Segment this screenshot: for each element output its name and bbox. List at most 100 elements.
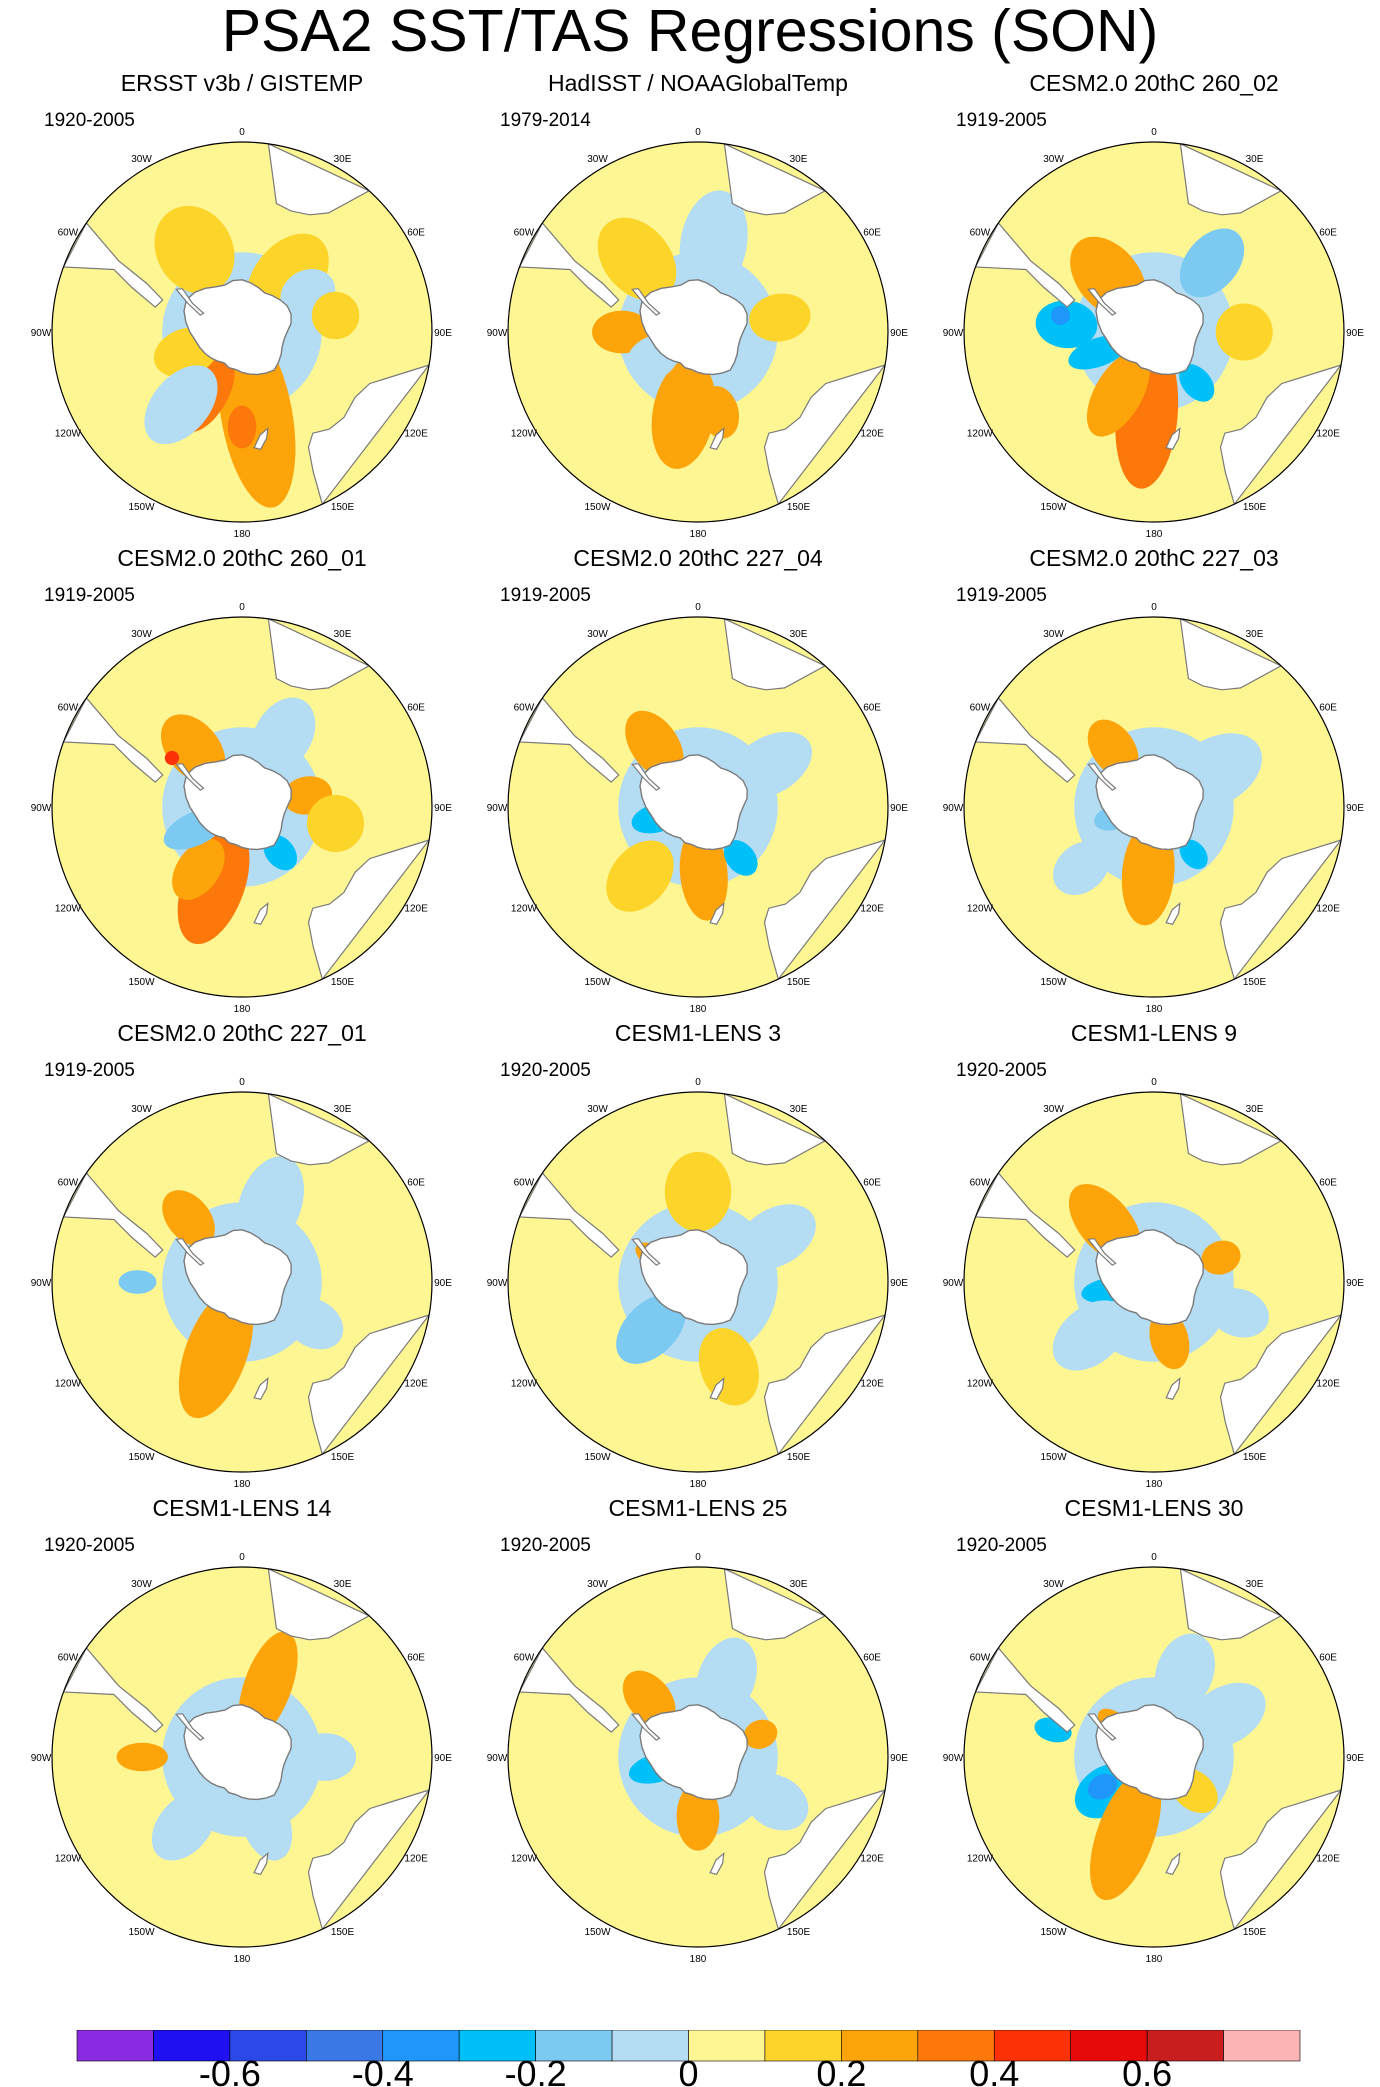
map-boundary: [963, 616, 1345, 998]
panel-period: 1919-2005: [44, 585, 135, 606]
longitude-label: 90W: [943, 328, 964, 339]
anomaly-patch: [651, 358, 716, 469]
longitude-label: 30W: [1043, 1579, 1064, 1590]
longitude-label: 30W: [131, 154, 152, 165]
new-zealand-landmass: [1165, 426, 1181, 450]
panel-title: CESM2.0 20thC 260_01: [117, 545, 367, 571]
panel-period: 1919-2005: [956, 110, 1047, 131]
longitude-label: 180: [690, 1954, 707, 1965]
longitude-label: 180: [690, 1479, 707, 1490]
longitude-label: 120E: [404, 1379, 428, 1390]
polar-map: 0 30E 60E 90E 120E 150E 180 150W 120W 90W 60W 30W: [487, 602, 909, 1015]
longitude-label: 60E: [407, 703, 425, 714]
anomaly-patch: [1179, 228, 1245, 298]
longitude-label: 30E: [1246, 1104, 1264, 1115]
anomaly-patch: [236, 1156, 305, 1252]
longitude-label: 60W: [970, 703, 991, 714]
longitude-label: 90W: [31, 328, 52, 339]
longitude-label: 150E: [1243, 502, 1267, 513]
antarctic-peninsula: [1087, 1713, 1117, 1741]
anomaly-patch: [1035, 300, 1098, 349]
longitude-label: 150W: [584, 502, 611, 513]
longitude-label: 30E: [1246, 1579, 1264, 1590]
anomaly-patch: [1090, 1770, 1162, 1901]
anomaly-patch: [144, 365, 218, 445]
map-panel: CESM2.0 20thC 260_01 0 30E 60E 90E 120E 150E 18…: [22, 545, 462, 1015]
anomaly-patch: [164, 750, 180, 766]
map-panel: CESM2.0 20thC 260_02 0 30E 60E 90E 120E 150E 18…: [934, 70, 1374, 540]
anomaly-patch: [1186, 1682, 1266, 1749]
antarctic-peninsula: [1087, 1238, 1117, 1266]
longitude-label: 90E: [434, 328, 452, 339]
longitude-label: 60E: [863, 703, 881, 714]
new-zealand-landmass: [1165, 1851, 1181, 1875]
anomaly-patch: [1179, 364, 1215, 402]
panel-title: ERSST v3b / GISTEMP: [120, 70, 364, 96]
longitude-label: 60W: [514, 703, 535, 714]
australia-landmass: [763, 363, 887, 506]
longitude-label: 90E: [890, 1278, 908, 1289]
map-boundary: [51, 1566, 433, 1948]
longitude-label: 120E: [860, 1379, 884, 1390]
anomaly-patch: [743, 1773, 809, 1831]
longitude-label: 180: [234, 1479, 251, 1490]
panel-period: 1920-2005: [44, 1535, 135, 1556]
colorbar-swatch: [535, 2030, 613, 2062]
map-panel: CESM1-LENS 14 0 30E 60E 90E 120E 150E 180 150W 12…: [22, 1495, 462, 1965]
longitude-label: 60E: [1319, 228, 1337, 239]
longitude-label: 60W: [970, 1178, 991, 1189]
longitude-label: 90W: [487, 1278, 508, 1289]
longitude-label: 180: [1146, 1479, 1163, 1490]
longitude-label: 30E: [790, 154, 808, 165]
longitude-label: 150E: [331, 977, 355, 988]
longitude-label: 150W: [584, 1927, 611, 1938]
longitude-label: 90W: [31, 1753, 52, 1764]
longitude-label: 0: [1151, 1552, 1157, 1563]
longitude-label: 90E: [434, 1278, 452, 1289]
longitude-label: 60E: [1319, 1653, 1337, 1664]
longitude-label: 150E: [331, 1452, 355, 1463]
anomaly-patch: [592, 310, 652, 354]
longitude-label: 30W: [131, 629, 152, 640]
panel-title: CESM2.0 20thC 227_03: [1029, 545, 1279, 571]
map-panel: CESM2.0 20thC 227_04 0 30E 60E 90E 120E 150E 18…: [478, 545, 918, 1015]
map-boundary: [507, 141, 889, 523]
longitude-label: 150W: [128, 502, 155, 513]
colorbar-swatch: [229, 2030, 307, 2062]
antarctic-peninsula: [175, 288, 205, 316]
map-boundary: [963, 1091, 1345, 1473]
longitude-label: 90W: [943, 1753, 964, 1764]
map-boundary: [51, 616, 433, 998]
australia-landmass: [307, 1788, 431, 1931]
anomaly-patch: [1053, 841, 1110, 895]
longitude-label: 30W: [1043, 629, 1064, 640]
anomaly-patch: [723, 840, 758, 876]
longitude-label: 60E: [1319, 703, 1337, 714]
longitude-label: 120E: [860, 1854, 884, 1865]
longitude-label: 90E: [434, 1753, 452, 1764]
longitude-label: 30E: [334, 154, 352, 165]
longitude-label: 120W: [511, 1854, 538, 1865]
colorbar-tick-label: -0.2: [505, 2053, 567, 2087]
longitude-label: 90W: [487, 803, 508, 814]
anomaly-patch: [597, 217, 677, 301]
anomaly-patch: [616, 1294, 686, 1364]
longitude-label: 0: [695, 127, 701, 138]
longitude-label: 0: [695, 1552, 701, 1563]
anomaly-patch: [1201, 1240, 1241, 1275]
map-boundary: [963, 1566, 1345, 1948]
longitude-label: 30E: [334, 629, 352, 640]
longitude-label: 90W: [487, 1753, 508, 1764]
panel-title: CESM1-LENS 30: [1064, 1495, 1244, 1521]
longitude-label: 120W: [511, 1379, 538, 1390]
longitude-label: 60W: [58, 703, 79, 714]
longitude-label: 180: [1146, 529, 1163, 540]
longitude-label: 30E: [790, 1104, 808, 1115]
map-panel: CESM1-LENS 30 0 30E 60E 90E 120E 150E 180 150W 12…: [934, 1495, 1374, 1965]
polar-map: 0 30E 60E 90E 120E 150E 180 150W 120W 90W 60W 30W: [31, 1552, 453, 1965]
colorbar-swatch: [688, 2030, 766, 2062]
panel-period: 1979-2014: [500, 110, 591, 131]
longitude-label: 90E: [434, 803, 452, 814]
longitude-label: 30W: [1043, 154, 1064, 165]
australia-landmass: [1219, 1313, 1343, 1456]
